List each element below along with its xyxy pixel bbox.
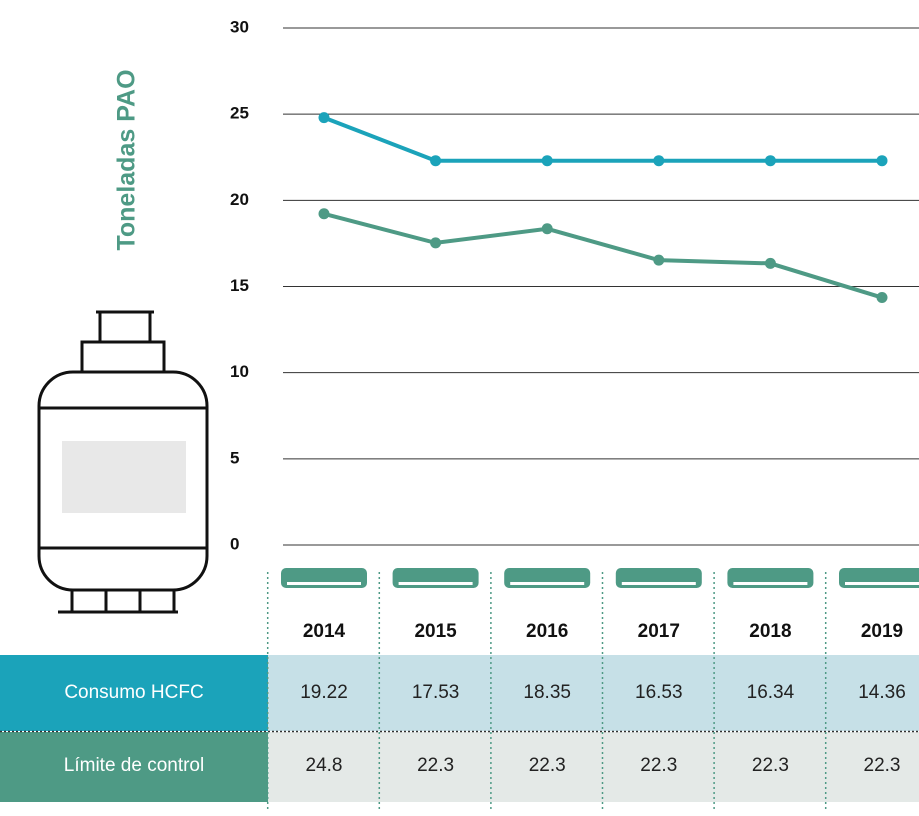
table-cell: 18.35 [523,682,571,703]
table-cell: 16.34 [747,682,795,703]
x-tick-label: 2017 [638,621,680,642]
table-cell: 24.8 [306,755,343,776]
row-label: Consumo HCFC [64,682,203,703]
point [430,155,441,166]
x-tick-label: 2019 [861,621,903,642]
ac-icon-vent [510,582,584,585]
y-tick-label: 15 [230,276,249,295]
y-tick-label: 25 [230,104,249,123]
ac-icon-vent [733,582,807,585]
point [877,155,888,166]
table-cell: 19.22 [300,682,348,703]
table-cell: 16.53 [635,682,683,703]
ac-icon-vent [622,582,696,585]
cylinder-icon [39,312,207,612]
y-tick-label: 0 [230,534,239,553]
table-cell: 22.3 [864,755,901,776]
table-cell: 22.3 [529,755,566,776]
point [542,223,553,234]
x-tick-label: 2018 [749,621,791,642]
y-tick-label: 30 [230,17,249,36]
x-tick-label: 2016 [526,621,568,642]
ac-icon-vent [399,582,473,585]
point [765,258,776,269]
row-bg [268,732,919,802]
series-line [324,214,882,298]
point [877,292,888,303]
series-line [324,118,882,161]
ac-icon-vent [845,582,919,585]
table-cell: 22.3 [417,755,454,776]
table-cell: 14.36 [858,682,906,703]
row-label: Límite de control [64,755,204,776]
table-cell: 22.3 [752,755,789,776]
x-tick-label: 2014 [303,621,346,642]
point [653,155,664,166]
table-cell: 17.53 [412,682,460,703]
point [319,208,330,219]
ac-icon-vent [287,582,361,585]
point [542,155,553,166]
y-tick-label: 5 [230,448,239,467]
point [430,237,441,248]
x-tick-label: 2015 [414,621,457,642]
y-tick-label: 20 [230,190,249,209]
chart: Toneladas PAO 0 5 10 15 20 25 30 2014 2015 2016 20… [0,0,919,811]
point [765,155,776,166]
y-tick-label: 10 [230,362,249,381]
point [653,255,664,266]
row-bg [268,655,919,731]
point [319,112,330,123]
table-cell: 22.3 [640,755,677,776]
y-axis-label: Toneladas PAO [113,69,141,250]
